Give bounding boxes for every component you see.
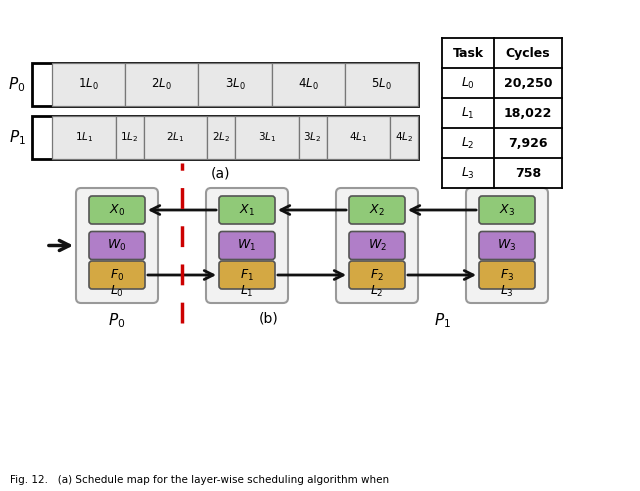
Text: $L_2$: $L_2$ — [461, 136, 475, 151]
Text: $3L_0$: $3L_0$ — [225, 77, 245, 92]
Text: (a): (a) — [211, 166, 230, 180]
Bar — [271, 63, 345, 106]
Text: $3L_1$: $3L_1$ — [257, 131, 276, 144]
Text: $P_1$: $P_1$ — [433, 311, 451, 329]
Bar — [326, 116, 390, 159]
Text: $2L_1$: $2L_1$ — [166, 131, 184, 144]
Bar — [52, 63, 125, 106]
FancyBboxPatch shape — [206, 188, 288, 303]
Text: $1L_0$: $1L_0$ — [78, 77, 99, 92]
Text: $X_0$: $X_0$ — [109, 202, 125, 218]
FancyBboxPatch shape — [219, 261, 275, 289]
Bar — [52, 116, 116, 159]
Text: Cycles: Cycles — [506, 47, 550, 59]
Text: $F_1$: $F_1$ — [240, 268, 254, 282]
FancyBboxPatch shape — [76, 188, 158, 303]
Bar — [32, 63, 418, 106]
Text: $X_3$: $X_3$ — [499, 202, 515, 218]
Text: $L_3$: $L_3$ — [461, 165, 475, 181]
Text: $P_0$: $P_0$ — [108, 311, 125, 329]
Text: $F_3$: $F_3$ — [500, 268, 514, 282]
FancyBboxPatch shape — [479, 231, 535, 260]
Text: $L_1$: $L_1$ — [240, 284, 254, 299]
Text: $2L_2$: $2L_2$ — [212, 131, 230, 144]
Text: $4L_0$: $4L_0$ — [298, 77, 319, 92]
FancyBboxPatch shape — [479, 261, 535, 289]
Text: $W_3$: $W_3$ — [497, 238, 516, 253]
Text: $5L_0$: $5L_0$ — [371, 77, 392, 92]
FancyBboxPatch shape — [349, 261, 405, 289]
Text: $4L_2$: $4L_2$ — [395, 131, 413, 144]
Text: $F_2$: $F_2$ — [370, 268, 384, 282]
FancyBboxPatch shape — [89, 231, 145, 260]
FancyBboxPatch shape — [479, 196, 535, 224]
Text: 7,926: 7,926 — [508, 136, 548, 149]
Text: $X_1$: $X_1$ — [239, 202, 255, 218]
Text: $L_1$: $L_1$ — [461, 106, 475, 121]
Bar — [198, 63, 271, 106]
Text: $L_3$: $L_3$ — [500, 284, 514, 299]
FancyBboxPatch shape — [89, 196, 145, 224]
Text: $F_0$: $F_0$ — [110, 268, 124, 282]
Text: $P_0$: $P_0$ — [8, 75, 26, 94]
Text: (b): (b) — [259, 311, 279, 325]
Bar — [298, 116, 326, 159]
Text: 758: 758 — [515, 166, 541, 180]
Bar — [207, 116, 235, 159]
Bar — [125, 63, 198, 106]
Text: $W_1$: $W_1$ — [237, 238, 257, 253]
Bar — [116, 116, 143, 159]
Text: $2L_0$: $2L_0$ — [152, 77, 172, 92]
Bar — [390, 116, 418, 159]
Text: 18,022: 18,022 — [504, 107, 552, 119]
Text: $L_0$: $L_0$ — [461, 76, 475, 90]
Text: $W_0$: $W_0$ — [108, 238, 127, 253]
FancyBboxPatch shape — [89, 261, 145, 289]
FancyBboxPatch shape — [336, 188, 418, 303]
Text: Task: Task — [452, 47, 484, 59]
FancyBboxPatch shape — [466, 188, 548, 303]
Text: $4L_1$: $4L_1$ — [349, 131, 367, 144]
FancyBboxPatch shape — [219, 231, 275, 260]
Text: Fig. 12.   (a) Schedule map for the layer-wise scheduling algorithm when: Fig. 12. (a) Schedule map for the layer-… — [10, 475, 389, 485]
Bar — [32, 116, 418, 159]
Text: $L_2$: $L_2$ — [370, 284, 384, 299]
FancyBboxPatch shape — [349, 231, 405, 260]
Bar — [143, 116, 207, 159]
Text: $W_2$: $W_2$ — [367, 238, 387, 253]
Text: $1L_1$: $1L_1$ — [75, 131, 93, 144]
Bar — [235, 116, 298, 159]
Bar — [345, 63, 418, 106]
FancyBboxPatch shape — [219, 196, 275, 224]
Text: $L_0$: $L_0$ — [110, 284, 124, 299]
Text: $3L_2$: $3L_2$ — [303, 131, 322, 144]
Text: $1L_2$: $1L_2$ — [120, 131, 139, 144]
Text: 20,250: 20,250 — [504, 77, 552, 89]
FancyBboxPatch shape — [349, 196, 405, 224]
Text: $P_1$: $P_1$ — [8, 128, 26, 147]
Text: $X_2$: $X_2$ — [369, 202, 385, 218]
